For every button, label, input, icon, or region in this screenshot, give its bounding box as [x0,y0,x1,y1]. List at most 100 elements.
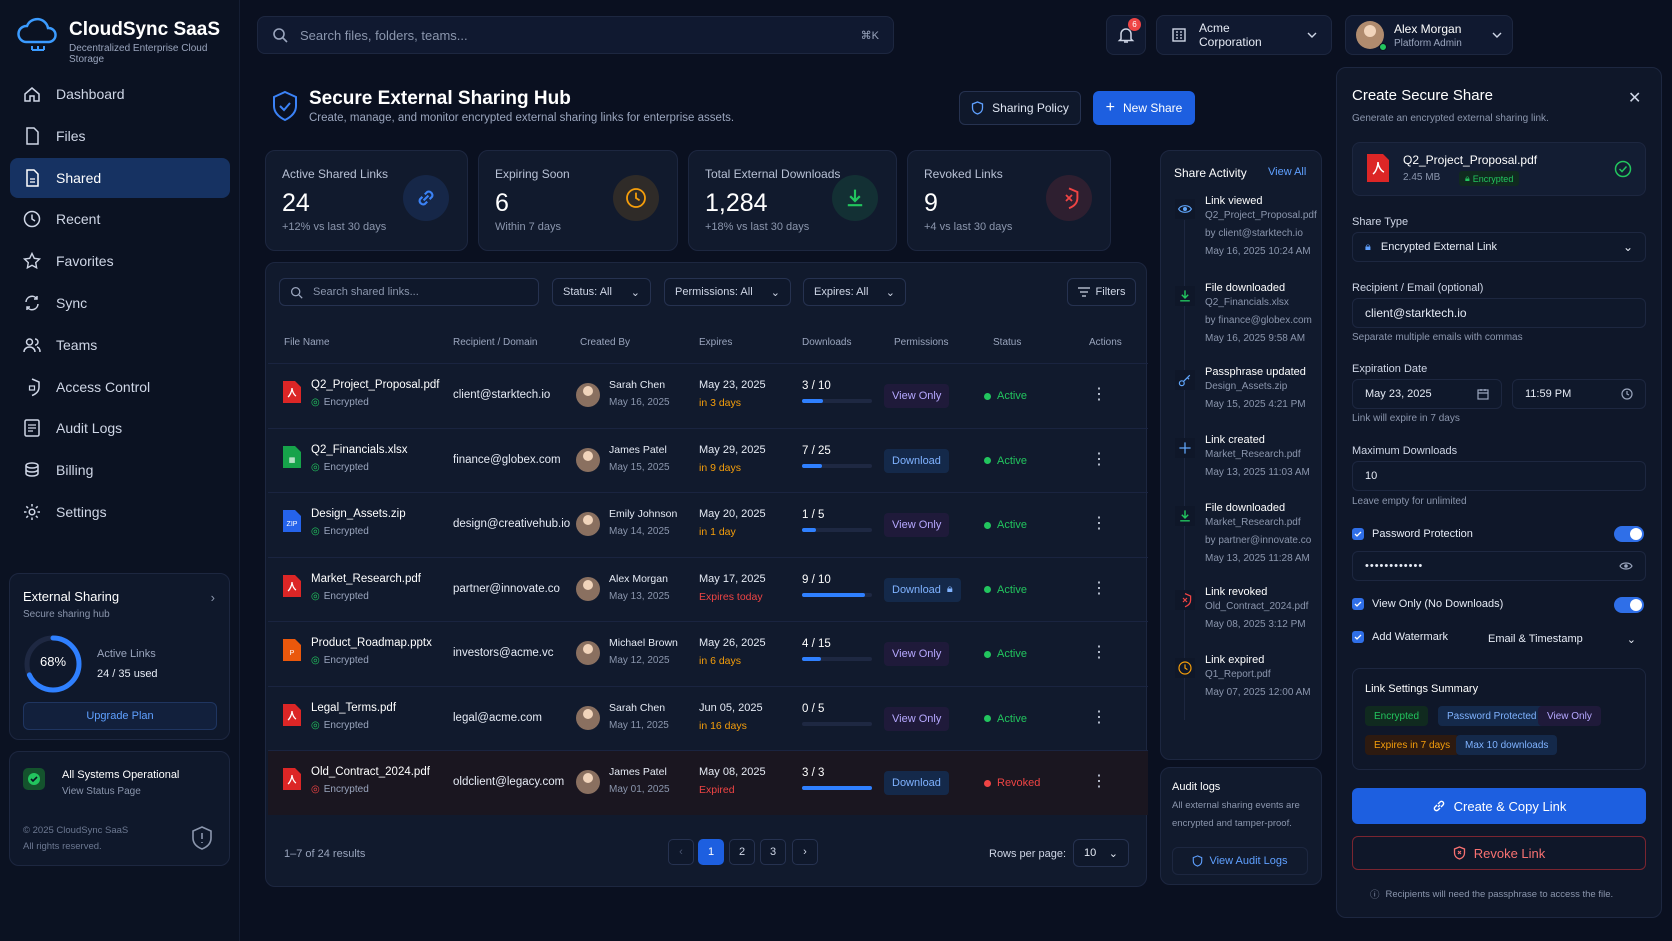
status-filter[interactable]: Status: All ⌄ [552,278,651,306]
table-row[interactable]: ZIP Design_Assets.zip ◎ Encrypted design@cre… [268,492,1148,557]
create-share-panel [1336,67,1662,918]
activity-title: File downloaded [1205,282,1286,294]
page-button-3[interactable]: 3 [760,839,786,865]
more-actions-icon[interactable]: ⋮ [1091,773,1107,790]
sidebar-item-access-control[interactable]: Access Control [10,367,230,407]
share-type-select[interactable]: 🔒︎ Encrypted External Link ⌄ [1352,232,1646,262]
next-page-button[interactable]: › [792,839,818,865]
org-switcher[interactable]: Acme Corporation [1156,15,1332,55]
sidebar-item-recent[interactable]: Recent [10,199,230,239]
clock-icon [1621,388,1633,400]
view-status-link[interactable]: View Status Page [62,786,141,797]
sharing-policy-button[interactable]: Sharing Policy [959,91,1081,125]
more-actions-icon[interactable]: ⋮ [1091,579,1107,597]
downloads-count: 3 / 3 [802,767,825,779]
file-name[interactable]: Design_Assets.zip [311,508,406,520]
shield-check-icon: ◎ [311,719,320,731]
sidebar-item-dashboard[interactable]: Dashboard [10,74,230,114]
permissions-filter[interactable]: Permissions: All ⌄ [664,278,791,306]
table-row[interactable]: Old_Contract_2024.pdf ◎ Encrypted oldclient… [268,750,1148,815]
view-audit-logs-button[interactable]: View Audit Logs [1172,847,1308,875]
info-icon: ⓘ [1370,890,1380,901]
file-name[interactable]: Legal_Terms.pdf [311,701,397,714]
table-row[interactable]: Legal_Terms.pdf ◎ Encrypted legal@acme.com S… [268,685,1148,751]
status-badge: Active [984,519,1027,531]
downloads-progress [802,721,872,726]
max-downloads-field[interactable]: 10 [1352,461,1646,491]
svg-text:P: P [290,650,295,657]
activity-item[interactable]: Link created Market_Research.pdf May 13, 2… [1205,434,1347,482]
file-name[interactable]: Market_Research.pdf [311,572,421,585]
table-row[interactable]: Market_Research.pdf ◎ Encrypted partner@inn… [268,556,1148,622]
notifications-button[interactable]: 6 [1106,15,1146,55]
downloads-count: 0 / 5 [802,702,825,715]
more-actions-icon[interactable]: ⋮ [1091,515,1107,532]
close-icon[interactable]: ✕ [1628,90,1642,107]
view-all-activity-link[interactable]: View All [1268,166,1307,178]
activity-item[interactable]: File downloaded Q2_Financials.xlsx by fina… [1205,282,1347,348]
new-share-button[interactable]: + New Share [1093,91,1195,125]
table-row[interactable]: P Product_Roadmap.pptx ◎ Encrypted investors… [268,621,1148,686]
search-input[interactable]: Search files, folders, teams... [300,27,468,43]
view-only-option[interactable]: View Only (No Downloads) [1352,598,1503,610]
file-name[interactable]: Product_Roadmap.pptx [311,637,432,649]
more-actions-icon[interactable]: ⋮ [1091,644,1107,661]
recipient-field[interactable]: client@starktech.io [1352,298,1646,328]
search-icon [272,27,288,43]
more-actions-icon[interactable]: ⋮ [1091,386,1107,403]
table-row[interactable]: ▦ Q2_Financials.xlsx ◎ Encrypted finance@glo… [268,427,1148,493]
avatar [576,641,600,665]
external-sharing-card[interactable]: External Sharing Secure sharing hub › 68… [9,573,230,740]
rows-per-page-select[interactable]: 10 ⌄ [1073,839,1129,867]
file-name[interactable]: Q2_Financials.xlsx [311,443,408,456]
checkbox-checked-icon[interactable] [1352,631,1364,643]
expires-filter[interactable]: Expires: All ⌄ [803,278,906,306]
prev-page-button[interactable]: ‹ [668,839,694,865]
view-only-toggle[interactable] [1614,597,1644,613]
creator-name: Sarah Chen [609,701,666,714]
org-name: Acme Corporation [1199,21,1262,49]
password-field[interactable]: •••••••••••• [1352,551,1646,581]
sidebar-item-billing[interactable]: Billing [10,450,230,490]
sidebar-item-favorites[interactable]: Favorites [10,241,230,281]
expiration-time-field[interactable]: 11:59 PM [1512,379,1646,409]
watermark-option[interactable]: Add Watermark [1352,631,1448,643]
expiration-date-field[interactable]: May 23, 2025 [1352,379,1502,409]
sidebar-item-sync[interactable]: Sync [10,283,230,323]
file-name[interactable]: Old_Contract_2024.pdf [311,766,430,778]
creator-name: James Patel [609,766,667,778]
eye-icon[interactable] [1619,561,1633,571]
sidebar-item-files[interactable]: Files [10,116,230,156]
watermark-select[interactable]: Email & Timestamp ⌄ [1478,625,1646,653]
lock-icon: 🔒︎ [1365,240,1371,253]
revoke-link-button[interactable]: Revoke Link [1352,836,1646,870]
chevron-down-icon: ⌄ [1626,633,1636,646]
sidebar-item-audit-logs[interactable]: Audit Logs [10,408,230,448]
more-actions-icon[interactable]: ⋮ [1091,450,1107,468]
password-protection-toggle[interactable] [1614,526,1644,542]
sidebar-item-settings[interactable]: Settings [10,492,230,532]
table-row[interactable]: Q2_Project_Proposal.pdf ◎ Encrypted client@… [268,363,1148,428]
sidebar-item-shared[interactable]: Shared [10,157,230,198]
activity-item[interactable]: File downloaded Market_Research.pdf by par… [1205,502,1347,568]
file-name[interactable]: Q2_Project_Proposal.pdf [311,379,440,391]
filters-button[interactable]: Filters [1067,278,1136,306]
table-search-input[interactable]: Search shared links... [313,286,419,298]
checkbox-checked-icon[interactable] [1352,528,1364,540]
more-actions-icon[interactable]: ⋮ [1091,708,1107,726]
password-protection-option[interactable]: Password Protection [1352,528,1473,540]
user-menu[interactable]: Alex Morgan Platform Admin [1345,15,1513,55]
table-search[interactable]: Search shared links... [279,278,539,306]
activity-item[interactable]: Link expired Q1_Report.pdf May 07, 2025 12… [1205,654,1347,702]
downloads-progress [802,786,872,790]
checkbox-checked-icon[interactable] [1352,598,1364,610]
page-button-1[interactable]: 1 [698,839,724,865]
create-copy-link-button[interactable]: Create & Copy Link [1352,788,1646,824]
page-button-2[interactable]: 2 [729,839,755,865]
activity-item[interactable]: Link revoked Old_Contract_2024.pdf May 08,… [1205,586,1347,634]
upgrade-plan-button[interactable]: Upgrade Plan [23,702,217,730]
sidebar-item-teams[interactable]: Teams [10,325,230,365]
activity-item[interactable]: Passphrase updated Design_Assets.zip May 1… [1205,366,1347,414]
activity-item[interactable]: Link viewed Q2_Project_Proposal.pdf by cli… [1205,195,1347,261]
global-search[interactable]: Search files, folders, teams... ⌘K [257,16,894,54]
